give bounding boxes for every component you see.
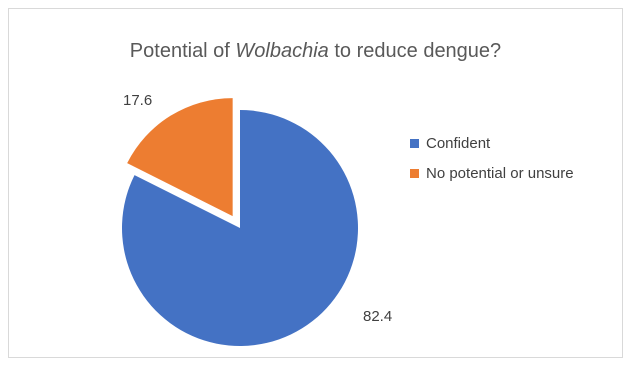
- chart-title-prefix: Potential of: [129, 40, 236, 62]
- chart-title-suffix: to reduce dengue?: [328, 40, 502, 62]
- data-label-confident: 82.4: [363, 308, 393, 325]
- data-label-no-potential: 17.6: [123, 92, 153, 109]
- legend-label-no-potential: No potential or unsure: [426, 164, 574, 182]
- legend: Confident No potential or unsure: [410, 128, 574, 188]
- legend-item-no-potential: No potential or unsure: [410, 158, 574, 188]
- legend-swatch-confident: [410, 138, 419, 148]
- chart-title-italic: Wolbachia: [235, 40, 329, 62]
- legend-label-confident: Confident: [426, 134, 491, 152]
- legend-item-confident: Confident: [410, 128, 574, 158]
- pie-slice-confident: [122, 110, 358, 346]
- pie-slice-no-potential-or-unsure: [127, 98, 233, 217]
- legend-swatch-no-potential: [410, 168, 419, 178]
- chart-title: Potential of Wolbachia to reduce dengue?: [0, 40, 631, 63]
